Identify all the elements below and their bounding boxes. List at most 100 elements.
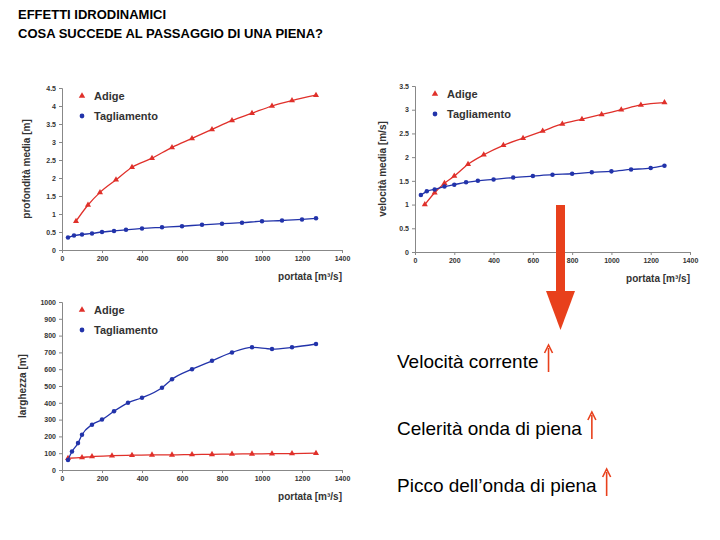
y-tick: 3.5	[399, 83, 415, 90]
y-tick-label: 900	[44, 316, 56, 323]
data-point	[419, 193, 424, 198]
y-tick-label: 3.5	[399, 83, 409, 90]
y-tick: 2	[52, 175, 62, 182]
legend-label: Tagliamento	[94, 324, 158, 336]
y-tick: 1.5	[399, 178, 415, 185]
legend-marker	[433, 112, 438, 117]
y-tick: 200	[44, 433, 62, 440]
up-arrow-head	[603, 469, 611, 477]
data-point	[290, 345, 295, 350]
data-point	[79, 454, 85, 459]
y-tick-mark	[59, 214, 62, 215]
x-tick: 200	[449, 252, 461, 264]
data-point	[73, 218, 79, 223]
data-point	[314, 342, 319, 347]
chart: 020040060080010001200140000.511.522.533.…	[377, 83, 698, 284]
y-tick-label: 400	[44, 400, 56, 407]
x-tick: 1200	[295, 470, 311, 482]
y-tick-label: 0	[52, 467, 56, 474]
y-tick-mark	[59, 142, 62, 143]
x-tick: 1400	[335, 250, 351, 262]
x-tick-label: 0	[61, 475, 65, 482]
y-tick: 2.5	[46, 157, 62, 164]
data-point	[112, 409, 117, 414]
data-point	[97, 189, 103, 194]
x-tick-mark	[342, 470, 343, 473]
x-tick-label: 1400	[335, 475, 351, 482]
x-tick-mark	[342, 250, 343, 253]
x-tick-label: 1400	[683, 257, 699, 264]
data-point	[66, 458, 71, 463]
data-point	[140, 226, 145, 231]
y-tick-label: 600	[44, 366, 56, 373]
x-tick-mark	[690, 252, 691, 255]
y-tick-label: 0	[52, 247, 56, 254]
data-point	[511, 175, 516, 180]
y-axis-line	[412, 87, 416, 253]
legend-marker	[80, 114, 85, 119]
x-tick: 1400	[683, 252, 699, 264]
y-tick: 4.5	[46, 85, 62, 92]
data-point	[100, 417, 105, 422]
y-axis-title: profondità media [m]	[21, 119, 32, 218]
y-tick-label: 1000	[40, 299, 56, 306]
data-point	[240, 220, 245, 225]
data-point	[140, 396, 145, 401]
x-tick: 200	[97, 470, 109, 482]
x-axis-title: portata [m³/s]	[626, 273, 690, 284]
legend-label: Adige	[94, 90, 125, 102]
y-tick-mark	[59, 336, 62, 337]
x-tick-label: 200	[449, 257, 461, 264]
series-line	[421, 166, 665, 195]
data-point	[300, 217, 305, 222]
data-point	[432, 187, 437, 192]
legend: AdigeTagliamento	[432, 88, 511, 120]
data-point	[90, 231, 95, 236]
x-tick: 800	[217, 470, 229, 482]
x-tick-mark	[182, 250, 183, 253]
up-arrow	[588, 412, 596, 439]
y-tick-label: 1	[52, 211, 56, 218]
x-tick-label: 0	[61, 255, 65, 262]
y-tick: 100	[44, 450, 62, 457]
y-tick: 0.5	[399, 225, 415, 232]
data-point	[85, 201, 91, 206]
x-axis-title: portata [m³/s]	[278, 491, 342, 502]
data-point	[476, 179, 481, 184]
data-point	[442, 184, 447, 189]
data-point	[313, 450, 319, 455]
data-point	[170, 377, 175, 382]
data-point	[129, 452, 135, 457]
data-point	[550, 172, 555, 177]
data-point	[76, 441, 81, 446]
y-tick-mark	[59, 352, 62, 353]
legend-marker	[79, 92, 85, 98]
data-point	[500, 142, 506, 147]
data-point	[72, 233, 77, 238]
data-point	[260, 219, 265, 224]
plot-area	[419, 99, 668, 206]
y-tick-mark	[59, 470, 62, 471]
y-tick-mark	[59, 369, 62, 370]
arrow-shaft	[556, 205, 565, 293]
data-point	[113, 176, 119, 181]
y-tick-label: 300	[44, 416, 56, 423]
y-tick-label: 2	[52, 175, 56, 182]
data-point	[491, 177, 496, 182]
y-tick: 900	[44, 316, 62, 323]
chart: 020040060080010001200140000.511.522.533.…	[21, 85, 350, 282]
x-axis: 0200400600800100012001400	[61, 250, 351, 262]
y-tick-label: 500	[44, 383, 56, 390]
data-point	[209, 451, 215, 456]
x-tick-mark	[494, 252, 495, 255]
x-tick-label: 800	[567, 257, 579, 264]
data-point	[220, 221, 225, 226]
x-tick-mark	[262, 250, 263, 253]
y-axis: 00.511.522.533.544.5	[46, 85, 62, 254]
data-point	[249, 450, 255, 455]
data-point	[289, 97, 295, 102]
x-tick-mark	[533, 252, 534, 255]
y-tick-label: 3.5	[46, 121, 56, 128]
series-line	[68, 218, 316, 237]
x-tick: 0	[61, 470, 65, 482]
